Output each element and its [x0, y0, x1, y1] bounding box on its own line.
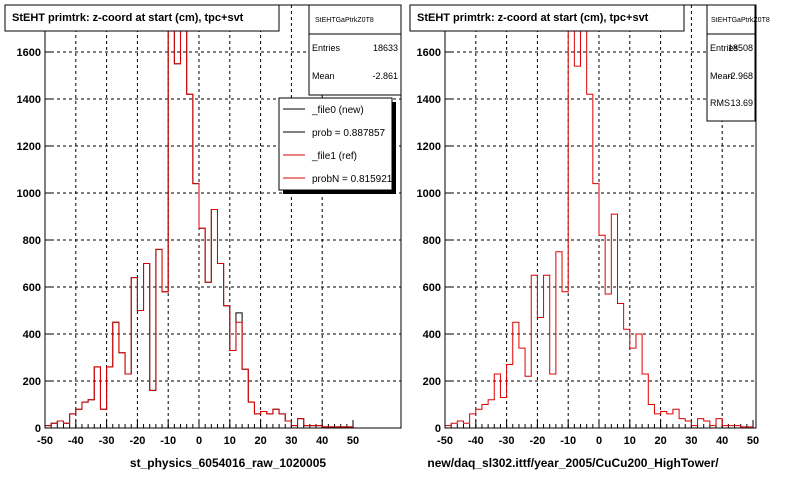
legend-entry-0: _file0 (new) [311, 105, 364, 116]
x-tick-label: 30 [685, 435, 697, 447]
y-tick-label: 800 [423, 235, 441, 247]
right-stats-final: StEHTGaPtrkZ0T8 Entries 18508 Mean -2.96… [706, 4, 770, 122]
x-tick-label: -30 [99, 435, 115, 447]
x-tick-label: -20 [529, 435, 545, 447]
x-tick-label: 50 [347, 435, 359, 447]
y-tick-label: 400 [23, 329, 41, 341]
x-tick-label: 30 [285, 435, 297, 447]
right-title-box [409, 4, 685, 32]
x-tick-label: -10 [160, 435, 176, 447]
y-tick-label: 200 [23, 376, 41, 388]
x-tick-label: -40 [68, 435, 84, 447]
left-x-axis-label: st_physics_6054016_raw_1020005 [130, 456, 326, 470]
y-tick-label: 1400 [17, 94, 41, 106]
y-tick-label: 1600 [17, 47, 41, 59]
y-tick-label: 800 [23, 235, 41, 247]
left-stats-value-entries: 18633 [373, 43, 398, 53]
y-tick-label: 1200 [417, 141, 441, 153]
x-tick-label: 0 [196, 435, 202, 447]
y-tick-label: 1000 [17, 188, 41, 200]
left-x-ticks: -50 -40 -30 -20 -10 0 10 20 30 40 50 [37, 420, 359, 447]
right-stats-value-rms: 13.69 [730, 98, 753, 108]
right-x-axis-label: new/daq_sl302.ittf/year_2005/CuCu200_Hig… [427, 456, 719, 470]
right-series [444, 28, 753, 428]
x-tick-label: 50 [747, 435, 759, 447]
x-tick-label: 10 [624, 435, 636, 447]
y-tick-label: 400 [423, 329, 441, 341]
left-y-ticks: 200 400 600 800 1000 1200 1400 1600 0 [17, 47, 53, 435]
x-tick-label: 40 [316, 435, 328, 447]
histogram-series--file1-ref- [44, 28, 353, 428]
left-series [44, 28, 353, 428]
x-tick-label: -40 [468, 435, 484, 447]
left-legend: _file0 (new) prob = 0.887857 _file1 (ref… [278, 97, 396, 194]
x-tick-label: -30 [499, 435, 515, 447]
right-stats-label-rms: RMS [710, 98, 730, 108]
x-tick-label: 20 [254, 435, 266, 447]
y-tick-label: 1000 [417, 188, 441, 200]
y-tick-label: 1200 [17, 141, 41, 153]
legend-entry-3: probN = 0.815921 [312, 174, 393, 185]
right-stats-value-entries: 18508 [728, 43, 753, 53]
left-stats-label-entries: Entries [312, 43, 341, 53]
right-stats-label-entries: Entries [710, 43, 739, 53]
y-tick-label-zero: 0 [35, 423, 41, 435]
right-y-ticks: 200 400 600 800 1000 1200 1400 1600 0 [417, 47, 453, 435]
right-chart-title: StEHT primtrk: z-coord at start (cm), tp… [417, 12, 649, 24]
y-tick-label: 600 [23, 282, 41, 294]
legend-box [278, 97, 393, 191]
x-tick-label: -50 [37, 435, 53, 447]
x-tick-label: -20 [129, 435, 145, 447]
left-stats-label-mean: Mean [312, 71, 335, 81]
y-tick-label-zero: 0 [435, 423, 441, 435]
legend-entry-2: _file1 (ref) [311, 151, 357, 162]
left-stats-box [308, 4, 402, 96]
x-tick-label: 20 [654, 435, 666, 447]
left-chart-title: StEHT primtrk: z-coord at start (cm), tp… [12, 12, 244, 24]
right-stats-label-mean: Mean [710, 71, 733, 81]
x-tick-label: -10 [560, 435, 576, 447]
y-tick-label: 200 [423, 376, 441, 388]
left-stats-value-mean: -2.861 [372, 71, 398, 81]
y-tick-label: 1400 [417, 94, 441, 106]
y-tick-label: 600 [423, 282, 441, 294]
right-stats-outline [706, 4, 756, 122]
left-stats-name: StEHTGaPtrkZ0T8 [315, 17, 374, 24]
left-pad: -50 -40 -30 -20 -10 0 10 20 30 40 50 200 400 600 800 1… [4, 4, 402, 470]
right-stats-value-mean: -2.968 [727, 71, 753, 81]
x-tick-label: 10 [224, 435, 236, 447]
legend-entry-1: prob = 0.887857 [312, 128, 386, 139]
left-title-box [4, 4, 280, 32]
x-tick-label: 0 [596, 435, 602, 447]
right-stats-name: StEHTGaPtrkZ0T8 [711, 17, 770, 24]
x-tick-label: 40 [716, 435, 728, 447]
right-frame-bg [445, 5, 756, 428]
x-tick-label: -50 [437, 435, 453, 447]
right-x-ticks: -50 -40 -30 -20 -10 0 10 20 30 40 50 [437, 420, 759, 447]
histogram-series--file1-ref- [444, 28, 753, 428]
y-tick-label: 1600 [417, 47, 441, 59]
